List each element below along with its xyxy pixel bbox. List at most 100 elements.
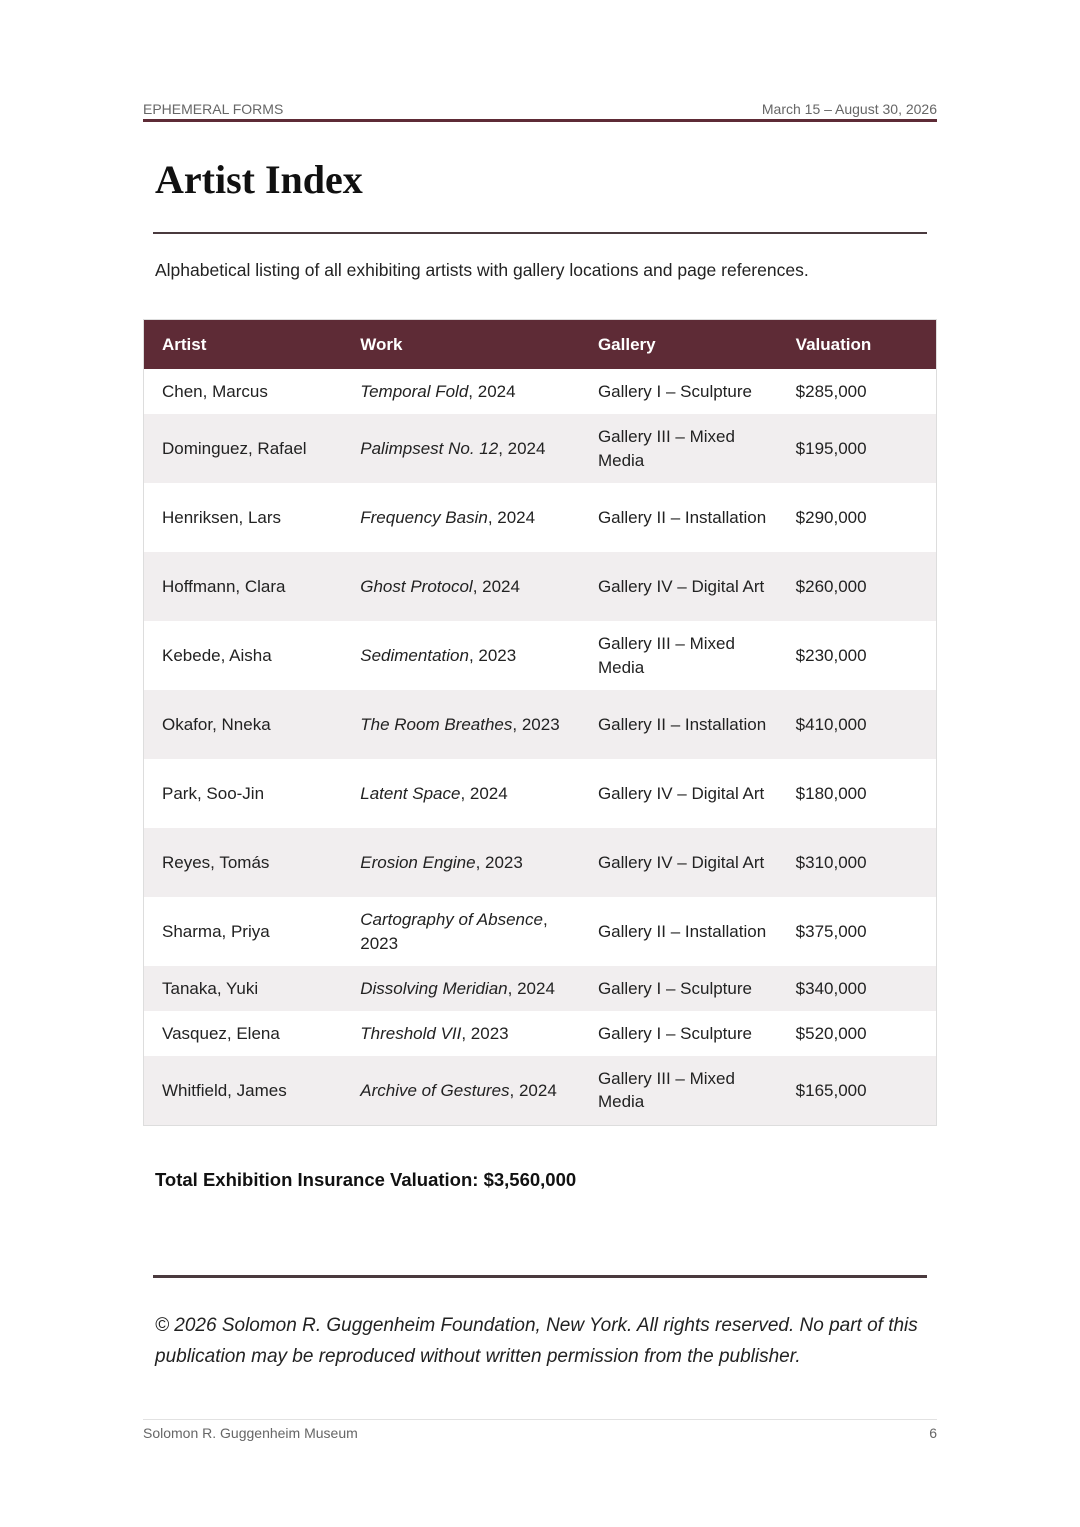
valuation-cell: $165,000 xyxy=(777,1056,937,1125)
intro-text: Alphabetical listing of all exhibiting a… xyxy=(155,260,809,280)
gallery-cell: Gallery I – Sculpture xyxy=(597,381,752,401)
gallery-cell: Gallery III – Mixed Media xyxy=(597,634,735,677)
work-cell: Temporal Fold, 2024 xyxy=(342,369,580,414)
table-row: Henriksen, Lars Frequency Basin, 2024 Gall… xyxy=(144,483,937,552)
page-number: 6 xyxy=(929,1425,937,1441)
footer-publisher: Solomon R. Guggenheim Museum xyxy=(143,1425,358,1441)
work-cell: Sedimentation, 2023 xyxy=(342,621,580,690)
total-valuation: Total Exhibition Insurance Valuation: $3… xyxy=(155,1169,577,1190)
work-year: , 2024 xyxy=(487,507,536,527)
gallery-cell: Gallery II – Installation xyxy=(579,690,778,759)
work-title: Frequency Basin xyxy=(360,507,488,527)
artist-cell: Henriksen, Lars xyxy=(162,507,282,527)
footer-divider xyxy=(143,1419,937,1420)
title-rule xyxy=(153,232,927,234)
work-cell: Palimpsest No. 12, 2024 xyxy=(342,414,580,483)
table-row: Park, Soo-Jin Latent Space, 2024 Gallery I… xyxy=(144,759,937,828)
header-rule xyxy=(143,119,937,122)
table-row: Whitfield, James Archive of Gestures, 202… xyxy=(143,1056,937,1125)
gallery-cell: Gallery II – Installation xyxy=(597,507,767,527)
artist-cell: Kebede, Aisha xyxy=(162,645,272,665)
artist-cell: Reyes, Tomás xyxy=(143,828,343,897)
gallery-cell: Gallery IV – Digital Art xyxy=(579,828,778,897)
artist-cell: Hoffmann, Clara xyxy=(143,552,343,621)
table-row: Reyes, Tomás Erosion Engine, 2023 Gallery … xyxy=(143,828,937,897)
page-title: Artist Index xyxy=(155,157,363,202)
work-cell: The Room Breathes, 2023 xyxy=(342,690,580,759)
valuation-cell: $285,000 xyxy=(795,381,867,401)
artist-cell: Whitfield, James xyxy=(143,1056,343,1125)
valuation-cell: $410,000 xyxy=(777,690,937,759)
gallery-cell: Gallery I – Sculpture xyxy=(597,1023,752,1043)
gallery-cell: Gallery I – Sculpture xyxy=(579,966,778,1011)
work-cell: Dissolving Meridian, 2024 xyxy=(342,966,580,1011)
gallery-cell: Gallery III – Mixed Media xyxy=(579,414,778,483)
footer-rule xyxy=(153,1275,927,1278)
copyright-notice: © 2026 Solomon R. Guggenheim Foundation,… xyxy=(155,1315,918,1367)
work-year: , 2024 xyxy=(507,978,555,998)
table-row: Chen, Marcus Temporal Fold, 2024 Gallery I… xyxy=(144,369,937,414)
table-row: Vasquez, Elena Threshold VII, 2023 Gallery… xyxy=(144,1011,937,1056)
work-title: Sedimentation xyxy=(360,645,469,665)
running-header-title: EPHEMERAL FORMS xyxy=(143,101,284,117)
work-year: , 2024 xyxy=(509,1080,557,1100)
work-title: Threshold VII xyxy=(360,1023,462,1043)
work-title: Archive of Gestures xyxy=(360,1080,510,1100)
work-title: Cartography of Absence xyxy=(360,910,543,929)
table-row: Dominguez, Rafael Palimpsest No. 12, 2024… xyxy=(143,414,937,483)
valuation-cell: $375,000 xyxy=(795,921,867,941)
column-header-valuation: Valuation xyxy=(777,319,937,369)
valuation-cell: $340,000 xyxy=(777,966,937,1011)
running-header-dates: March 15 – August 30, 2026 xyxy=(761,101,937,117)
valuation-cell: $195,000 xyxy=(777,414,937,483)
work-year: , 2023 xyxy=(512,714,560,734)
artist-cell: Park, Soo-Jin xyxy=(162,783,265,803)
valuation-cell: $310,000 xyxy=(777,828,937,897)
work-year: , 2024 xyxy=(472,576,520,596)
artist-cell: Dominguez, Rafael xyxy=(143,414,343,483)
artist-cell: Vasquez, Elena xyxy=(162,1023,280,1043)
work-year: , 2024 xyxy=(468,381,516,401)
work-cell: Frequency Basin, 2024 xyxy=(342,483,580,552)
column-header-artist: Artist xyxy=(143,319,343,369)
table-row: Kebede, Aisha Sedimentation, 2023 Gallery … xyxy=(144,621,937,690)
work-title: The Room Breathes xyxy=(360,714,513,734)
artist-cell: Okafor, Nneka xyxy=(143,690,343,759)
valuation-cell: $180,000 xyxy=(795,783,867,803)
valuation-cell: $230,000 xyxy=(795,645,867,665)
valuation-cell: $290,000 xyxy=(795,507,867,527)
artist-cell: Tanaka, Yuki xyxy=(143,966,343,1011)
work-title: Erosion Engine xyxy=(360,852,476,872)
work-year: , 2024 xyxy=(460,783,508,803)
work-cell: Erosion Engine, 2023 xyxy=(342,828,580,897)
work-cell: Archive of Gestures, 2024 xyxy=(342,1056,580,1125)
work-cell: Threshold VII, 2023 xyxy=(342,1011,580,1056)
work-title: Dissolving Meridian xyxy=(360,978,508,998)
work-year: , 2024 xyxy=(498,438,546,458)
table-row: Tanaka, Yuki Dissolving Meridian, 2024 Gal… xyxy=(143,966,937,1011)
work-title: Temporal Fold xyxy=(360,381,469,401)
table-row: Okafor, Nneka The Room Breathes, 2023 Gall… xyxy=(143,690,937,759)
work-year: , 2023 xyxy=(461,1023,509,1043)
valuation-cell: $260,000 xyxy=(777,552,937,621)
gallery-cell: Gallery II – Installation xyxy=(597,921,767,941)
valuation-cell: $520,000 xyxy=(795,1023,867,1043)
column-header-gallery: Gallery xyxy=(579,319,778,369)
work-title: Palimpsest No. 12 xyxy=(360,438,499,458)
artist-cell: Chen, Marcus xyxy=(162,381,268,401)
table-header-row: Artist Work Gallery Valuation xyxy=(143,319,937,369)
gallery-cell: Gallery IV – Digital Art xyxy=(579,552,778,621)
gallery-cell: Gallery III – Mixed Media xyxy=(579,1056,778,1125)
artist-table: Artist Work Gallery Valuation Chen, Marc… xyxy=(143,319,937,1126)
work-year: , 2023 xyxy=(475,852,523,872)
work-cell: Ghost Protocol, 2024 xyxy=(342,552,580,621)
work-cell: Latent Space, 2024 xyxy=(342,759,580,828)
work-title: Latent Space xyxy=(360,783,461,803)
table-row: Sharma, Priya Cartography of Absence, 202… xyxy=(144,897,937,966)
work-title: Ghost Protocol xyxy=(360,576,473,596)
work-year: , 2023 xyxy=(360,910,548,953)
gallery-cell: Gallery IV – Digital Art xyxy=(597,783,765,803)
work-cell: Cartography of Absence, 2023 xyxy=(342,897,580,966)
table-row: Hoffmann, Clara Ghost Protocol, 2024 Galle… xyxy=(143,552,937,621)
column-header-work: Work xyxy=(342,319,580,369)
